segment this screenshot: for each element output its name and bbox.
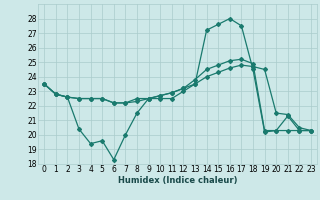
X-axis label: Humidex (Indice chaleur): Humidex (Indice chaleur) [118, 176, 237, 185]
